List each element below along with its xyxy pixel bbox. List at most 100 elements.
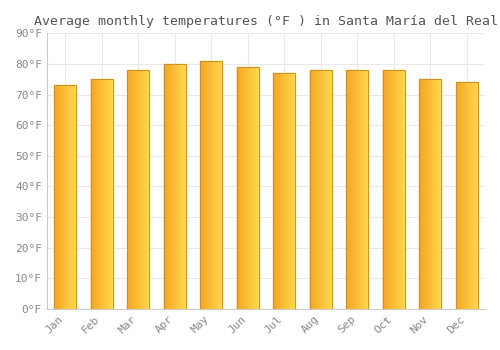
Bar <box>94 79 95 309</box>
Bar <box>215 61 216 309</box>
Bar <box>66 85 68 309</box>
Bar <box>274 73 276 309</box>
Bar <box>291 73 292 309</box>
Bar <box>348 70 349 309</box>
Title: Average monthly temperatures (°F ) in Santa María del Real: Average monthly temperatures (°F ) in Sa… <box>34 15 498 28</box>
Bar <box>434 79 436 309</box>
Bar <box>355 70 356 309</box>
Bar <box>436 79 437 309</box>
Bar <box>179 64 180 309</box>
Bar <box>316 70 317 309</box>
Bar <box>353 70 354 309</box>
Bar <box>104 79 106 309</box>
Bar <box>319 70 320 309</box>
Bar <box>93 79 94 309</box>
Bar <box>102 79 103 309</box>
Bar <box>176 64 177 309</box>
Bar <box>54 85 55 309</box>
Bar <box>246 67 247 309</box>
Bar <box>312 70 314 309</box>
Bar <box>358 70 360 309</box>
Bar <box>220 61 222 309</box>
Bar <box>466 82 468 309</box>
Bar <box>245 67 246 309</box>
Bar <box>431 79 432 309</box>
Bar <box>73 85 74 309</box>
Bar <box>55 85 56 309</box>
Bar <box>470 82 471 309</box>
Bar <box>425 79 426 309</box>
Bar <box>398 70 399 309</box>
Bar <box>326 70 328 309</box>
Bar <box>71 85 72 309</box>
Bar <box>325 70 326 309</box>
Bar <box>217 61 218 309</box>
Bar <box>211 61 212 309</box>
Bar <box>393 70 394 309</box>
Bar <box>177 64 178 309</box>
Bar <box>96 79 97 309</box>
Bar <box>363 70 364 309</box>
Bar <box>103 79 104 309</box>
Bar <box>72 85 73 309</box>
Bar <box>210 61 211 309</box>
Bar <box>310 70 311 309</box>
Bar <box>90 79 92 309</box>
Bar <box>292 73 293 309</box>
Bar <box>200 61 222 309</box>
Bar <box>64 85 65 309</box>
Bar <box>203 61 204 309</box>
Bar <box>399 70 400 309</box>
Bar <box>100 79 101 309</box>
Bar <box>240 67 241 309</box>
Bar <box>323 70 324 309</box>
Bar <box>255 67 256 309</box>
Bar <box>439 79 440 309</box>
Bar <box>254 67 255 309</box>
Bar <box>360 70 361 309</box>
Bar <box>286 73 287 309</box>
Bar <box>209 61 210 309</box>
Bar <box>92 79 93 309</box>
Bar <box>257 67 258 309</box>
Bar <box>178 64 179 309</box>
Bar <box>214 61 215 309</box>
Bar <box>252 67 253 309</box>
Bar <box>171 64 172 309</box>
Bar <box>354 70 355 309</box>
Bar <box>236 67 238 309</box>
Bar <box>247 67 248 309</box>
Bar <box>60 85 62 309</box>
Bar <box>132 70 133 309</box>
Bar <box>430 79 431 309</box>
Bar <box>346 70 347 309</box>
Bar <box>248 67 249 309</box>
Bar <box>202 61 203 309</box>
Bar <box>68 85 69 309</box>
Bar <box>164 64 165 309</box>
Bar <box>166 64 168 309</box>
Bar <box>131 70 132 309</box>
Bar <box>477 82 478 309</box>
Bar <box>164 64 186 309</box>
Bar <box>57 85 58 309</box>
Bar <box>285 73 286 309</box>
Bar <box>95 79 96 309</box>
Bar <box>383 70 384 309</box>
Bar <box>472 82 474 309</box>
Bar <box>165 64 166 309</box>
Bar <box>426 79 428 309</box>
Bar <box>62 85 63 309</box>
Bar <box>356 70 357 309</box>
Bar <box>277 73 278 309</box>
Bar <box>98 79 100 309</box>
Bar <box>402 70 403 309</box>
Bar <box>475 82 476 309</box>
Bar <box>69 85 70 309</box>
Bar <box>127 70 128 309</box>
Bar <box>424 79 425 309</box>
Bar <box>346 70 368 309</box>
Bar <box>464 82 466 309</box>
Bar <box>278 73 279 309</box>
Bar <box>390 70 391 309</box>
